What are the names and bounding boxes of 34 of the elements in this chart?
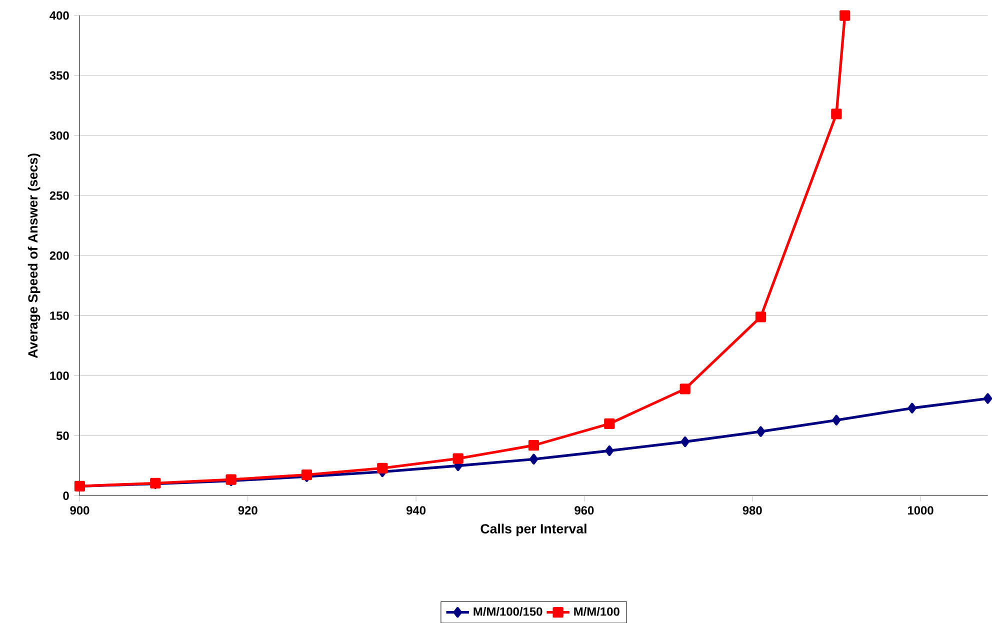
point xyxy=(983,393,992,404)
y-tick-label: 400 xyxy=(50,11,69,20)
point xyxy=(908,402,916,414)
point xyxy=(604,418,615,429)
point xyxy=(831,108,842,120)
y-axis-title: Average Speed of Answer (secs) xyxy=(28,153,40,358)
x-tick-label: 960 xyxy=(574,506,594,514)
point xyxy=(680,436,690,447)
y-tick-label: 150 xyxy=(50,311,69,320)
y-tick-label: 300 xyxy=(50,131,69,140)
legend-label: M/M/100 xyxy=(574,606,620,616)
x-tick-label: 920 xyxy=(238,506,258,514)
legend-label: M/M/100/150 xyxy=(474,606,542,616)
y-tick-label: 250 xyxy=(50,191,69,200)
point xyxy=(528,440,540,451)
x-tick-label: 980 xyxy=(742,506,762,514)
point xyxy=(452,453,464,464)
point xyxy=(755,311,766,322)
point xyxy=(680,383,690,394)
x-tick-label: 940 xyxy=(406,506,426,514)
y-tick-label: 100 xyxy=(50,371,69,380)
x-axis-title: Calls per Interval xyxy=(480,524,586,536)
point xyxy=(529,454,538,464)
point xyxy=(832,414,841,426)
y-tick-label: 50 xyxy=(56,431,69,440)
y-tick-label: 350 xyxy=(50,71,69,80)
point xyxy=(840,10,850,21)
point xyxy=(377,462,388,474)
point xyxy=(756,426,766,437)
x-tick-label: 1000 xyxy=(908,506,934,514)
x-tick-label: 900 xyxy=(70,506,90,514)
y-tick-label: 0 xyxy=(63,491,69,500)
y-tick-label: 200 xyxy=(50,251,69,260)
point xyxy=(605,445,614,456)
